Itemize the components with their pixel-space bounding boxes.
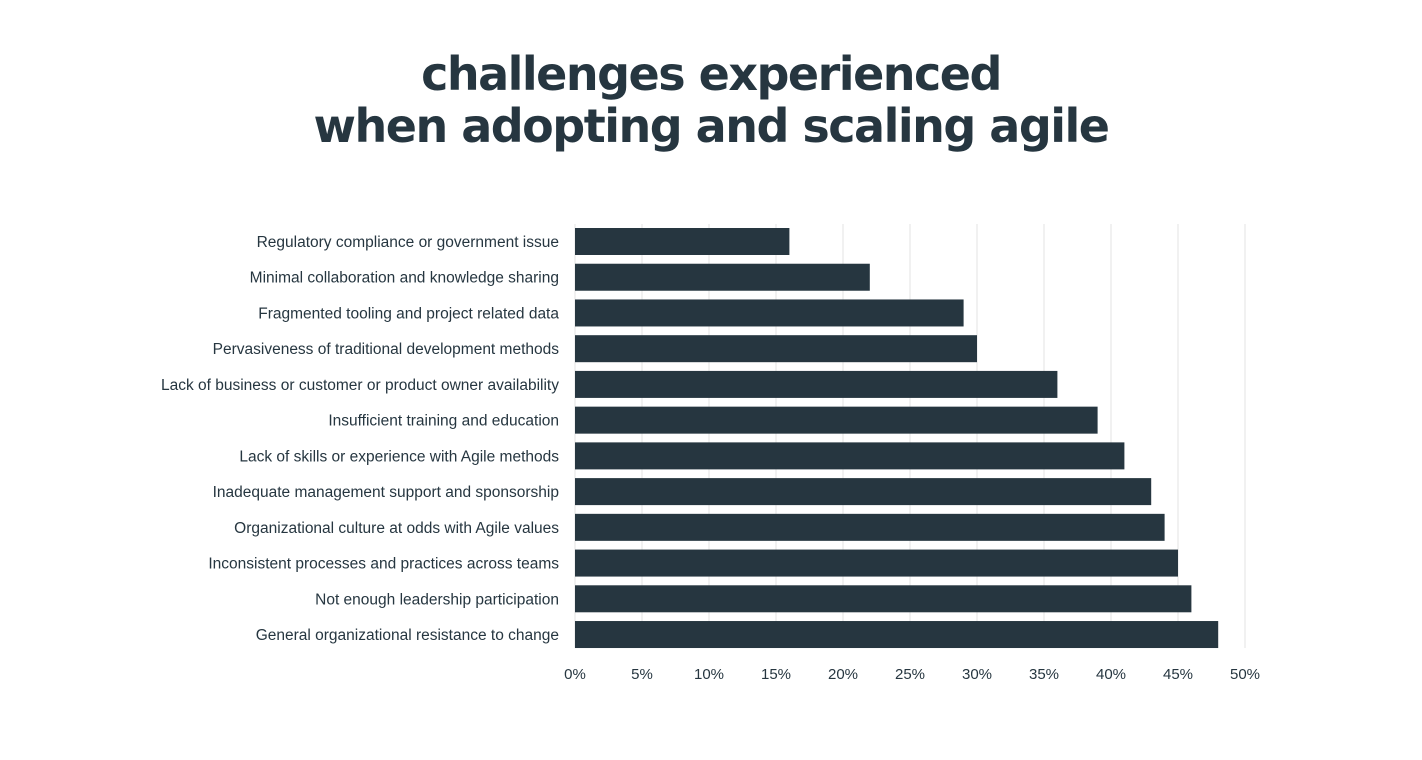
bar <box>575 478 1152 506</box>
x-tick-label: 0% <box>564 666 586 683</box>
chart-title-line-1: challenges experienced <box>421 47 1002 101</box>
chart-bars <box>575 228 1219 649</box>
chart-title-line-2: when adopting and scaling agile <box>313 99 1111 153</box>
category-label: Insufficient training and education <box>328 413 559 430</box>
x-tick-labels: 0% 5% 10% 15% 20% 25% 30% 35% 40% 45% 50% <box>564 666 1260 683</box>
x-tick-label: 25% <box>895 666 925 683</box>
category-label: Pervasiveness of traditional development… <box>213 341 560 358</box>
x-tick-label: 35% <box>1029 666 1059 683</box>
category-label: Inadequate management support and sponso… <box>213 484 559 501</box>
bar <box>575 549 1178 577</box>
category-label: Not enough leadership participation <box>315 591 559 608</box>
x-tick-label: 20% <box>828 666 858 683</box>
bar <box>575 442 1125 470</box>
x-tick-label: 40% <box>1096 666 1126 683</box>
x-tick-label: 45% <box>1163 666 1193 683</box>
x-tick-label: 50% <box>1230 666 1260 683</box>
bar <box>575 228 790 255</box>
category-label: Lack of business or customer or product … <box>161 377 559 394</box>
chart-grid <box>574 224 1246 648</box>
bar <box>575 335 977 363</box>
x-tick-label: 15% <box>761 666 791 683</box>
x-tick-label: 10% <box>694 666 724 683</box>
bar <box>575 621 1219 649</box>
chart-title: challenges experienced when adopting and… <box>0 48 1422 152</box>
bar <box>575 370 1058 398</box>
category-label: Inconsistent processes and practices acr… <box>208 556 559 573</box>
bar <box>575 406 1098 434</box>
category-label: Fragmented tooling and project related d… <box>258 305 559 322</box>
category-label: Minimal collaboration and knowledge shar… <box>250 270 559 287</box>
category-label: Organizational culture at odds with Agil… <box>234 520 559 537</box>
bar <box>575 263 870 291</box>
category-label: General organizational resistance to cha… <box>256 627 559 644</box>
bar <box>575 299 964 327</box>
bar <box>575 585 1192 613</box>
bar <box>575 513 1165 541</box>
category-labels: Regulatory compliance or government issu… <box>161 234 559 644</box>
category-label: Regulatory compliance or government issu… <box>257 234 559 251</box>
category-label: Lack of skills or experience with Agile … <box>239 448 559 465</box>
x-tick-label: 5% <box>631 666 653 683</box>
x-tick-label: 30% <box>962 666 992 683</box>
